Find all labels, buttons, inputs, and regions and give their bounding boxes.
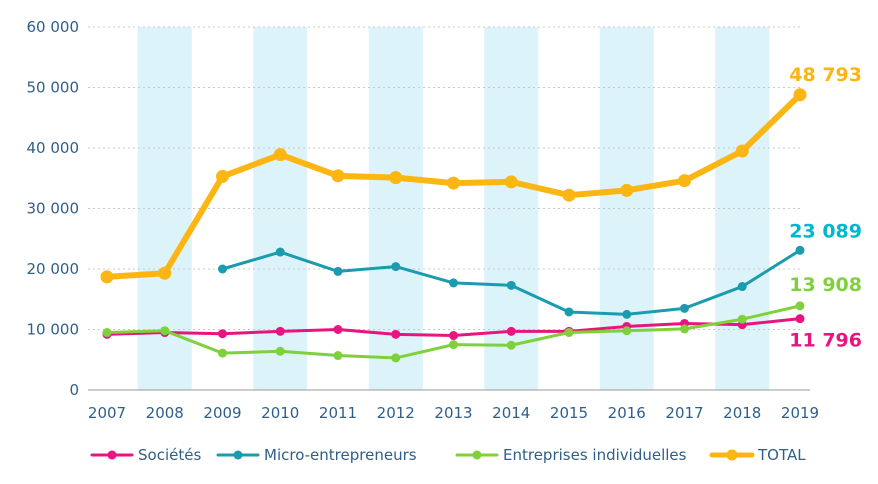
data-point (795, 301, 805, 311)
end-value-label: 48 793 (789, 64, 862, 86)
y-tick-label: 0 (69, 381, 79, 399)
series-micro-entrepreneurs (218, 245, 805, 319)
y-tick-label: 10 000 (27, 321, 80, 339)
legend-label: Sociétés (138, 446, 201, 464)
data-point (389, 171, 403, 185)
data-point (160, 326, 170, 336)
data-point (504, 175, 518, 189)
data-point (218, 264, 227, 274)
legend-label: TOTAL (757, 446, 806, 464)
x-tick-label: 2018 (723, 404, 761, 422)
legend-item: TOTAL (709, 446, 806, 464)
data-point (564, 307, 574, 317)
data-point (735, 144, 749, 158)
data-point (391, 329, 401, 339)
y-tick-label: 60 000 (27, 18, 80, 36)
data-point (449, 340, 458, 350)
data-point (795, 245, 805, 255)
data-point (275, 247, 285, 257)
end-value-label: 23 089 (789, 220, 862, 242)
data-point (506, 326, 516, 336)
y-tick-label: 20 000 (27, 260, 80, 278)
data-point (102, 328, 112, 338)
gridlines (88, 26, 800, 330)
data-point (564, 328, 574, 338)
data-point (620, 183, 634, 197)
x-tick-label: 2017 (665, 404, 703, 422)
x-tick-label: 2016 (608, 404, 646, 422)
data-point (793, 88, 807, 102)
data-point (622, 309, 632, 319)
data-point (449, 331, 458, 341)
legend-item: Micro-entrepreneurs (216, 446, 417, 464)
data-point (275, 326, 285, 336)
x-tick-label: 2007 (88, 404, 126, 422)
legend-item: Entreprises individuelles (455, 446, 687, 464)
data-point (506, 340, 516, 350)
data-point (622, 326, 632, 336)
data-point (158, 266, 172, 280)
legend-item: Sociétés (90, 446, 201, 464)
x-tick-label: 2019 (781, 404, 819, 422)
end-labels: 11 796 23 089 13 908 48 793 (789, 64, 862, 352)
data-point (506, 280, 516, 290)
data-point (333, 266, 343, 276)
legend-swatch-marker (472, 450, 482, 460)
shaded-band-2016 (599, 27, 654, 390)
legend: Sociétés Micro-entrepreneurs Entreprises i… (90, 446, 806, 464)
y-tick-label: 30 000 (27, 200, 80, 218)
data-point (737, 282, 747, 292)
legend-swatch-marker (726, 449, 738, 461)
x-tick-label: 2011 (319, 404, 357, 422)
data-point (678, 174, 691, 188)
data-point (795, 314, 805, 324)
y-tick-label: 40 000 (27, 139, 80, 157)
legend-swatch-marker (107, 450, 117, 460)
data-point (218, 329, 227, 339)
data-point (391, 262, 401, 272)
x-tick-label: 2009 (203, 404, 241, 422)
data-point (737, 314, 747, 324)
y-axis: 0 10 000 20 000 30 000 40 000 50 000 60 000 (27, 18, 80, 399)
x-tick-label: 2010 (261, 404, 299, 422)
x-tick-label: 2012 (377, 404, 415, 422)
data-point (680, 324, 689, 334)
x-axis: 2007 2008 2009 2010 2011 2012 2013 2014 2015 2016… (88, 389, 819, 422)
series-lines (100, 88, 807, 363)
y-tick-label: 50 000 (27, 79, 80, 97)
x-tick-label: 2008 (146, 404, 184, 422)
data-point (273, 148, 287, 162)
data-point (562, 188, 576, 202)
data-point (216, 169, 229, 183)
x-tick-label: 2015 (550, 404, 588, 422)
end-value-label: 13 908 (789, 274, 862, 296)
series-entreprises-individuelles (102, 301, 805, 363)
series-total (100, 88, 807, 284)
data-point (218, 348, 227, 358)
data-point (333, 325, 343, 334)
legend-swatch-marker (233, 450, 243, 460)
data-point (100, 270, 114, 284)
end-value-label: 11 796 (789, 330, 862, 352)
data-point (331, 169, 345, 183)
legend-label: Micro-entrepreneurs (264, 446, 417, 464)
x-tick-label: 2013 (434, 404, 472, 422)
data-point (391, 353, 401, 363)
legend-label: Entreprises individuelles (503, 446, 687, 464)
data-point (447, 176, 460, 190)
data-point (680, 303, 689, 313)
x-tick-label: 2014 (492, 404, 530, 422)
data-point (275, 346, 285, 356)
data-point (449, 278, 458, 288)
data-point (333, 351, 343, 361)
